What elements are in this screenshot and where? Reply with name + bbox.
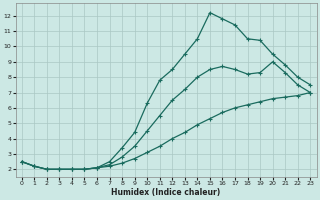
X-axis label: Humidex (Indice chaleur): Humidex (Indice chaleur) [111, 188, 221, 197]
